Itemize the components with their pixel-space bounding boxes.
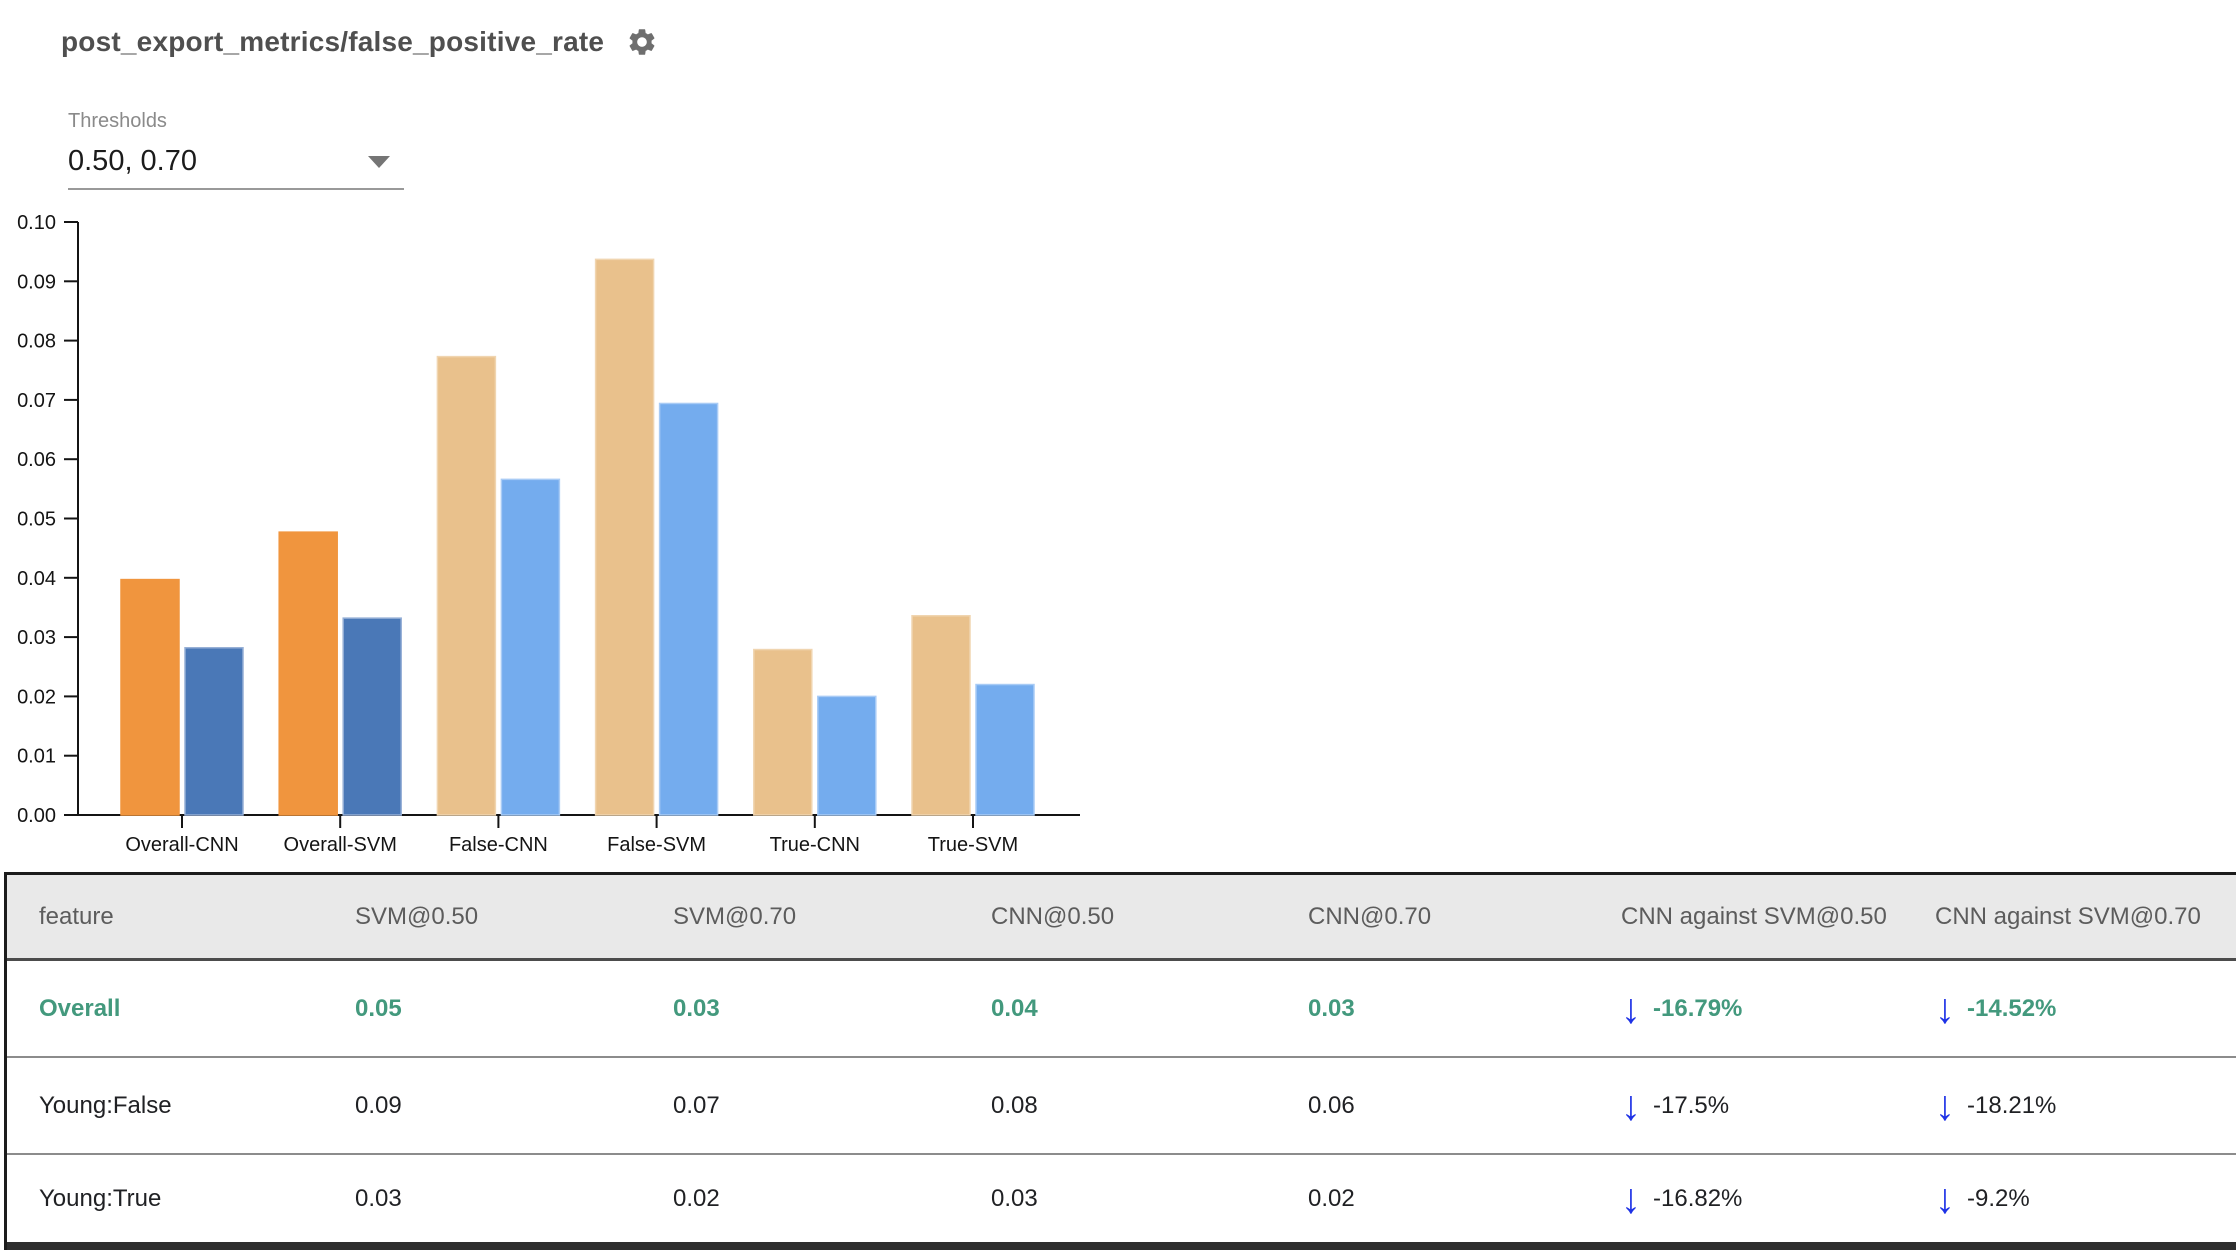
arrow-down-icon: ↓ bbox=[1935, 1082, 1955, 1129]
x-axis-category-label: True-SVM bbox=[928, 834, 1018, 856]
comparison-cell: ↓ -16.79% bbox=[1621, 985, 1935, 1032]
bar-Overall-SVM-threshold-0.70[interactable] bbox=[342, 617, 402, 816]
bar-True-CNN-threshold-0.70[interactable] bbox=[817, 695, 877, 816]
x-axis-category-label: True-CNN bbox=[770, 834, 860, 856]
feature-cell: Young:True bbox=[39, 1184, 162, 1212]
feature-cell: Young:False bbox=[39, 1091, 172, 1119]
x-axis-category-label: Overall-CNN bbox=[125, 834, 238, 856]
y-axis-tick-label: 0.03 bbox=[17, 627, 56, 649]
panel-header: post_export_metrics/false_positive_rate bbox=[61, 26, 658, 58]
thresholds-value: 0.50, 0.70 bbox=[68, 145, 197, 177]
y-axis-tick-label: 0.04 bbox=[17, 568, 56, 590]
y-axis-tick-label: 0.08 bbox=[17, 331, 56, 353]
column-header-cnn-0-70: CNN@0.70 bbox=[1308, 902, 1432, 930]
table-header-row: feature SVM@0.50 SVM@0.70 CNN@0.50 CNN@0.70 C… bbox=[7, 875, 2236, 961]
bar-True-SVM-threshold-0.70[interactable] bbox=[975, 683, 1035, 816]
bar-False-CNN-threshold-0.50[interactable] bbox=[436, 355, 497, 816]
bar-Overall-SVM-threshold-0.50[interactable] bbox=[278, 531, 338, 816]
feature-cell: Overall bbox=[39, 994, 121, 1022]
column-header-feature: feature bbox=[39, 902, 114, 930]
chevron-down-icon bbox=[368, 155, 390, 168]
bar-True-SVM-threshold-0.50[interactable] bbox=[911, 615, 971, 816]
comparison-cell: ↓ -14.52% bbox=[1935, 985, 2236, 1032]
comparison-percent: -18.21% bbox=[1967, 1091, 2057, 1119]
metric-value-cell: 0.02 bbox=[673, 1184, 720, 1212]
comparison-percent: -16.79% bbox=[1653, 994, 1743, 1022]
bar-chart: 0.00 0.01 0.02 0.03 0.04 0.05 0.06 0.07 0.08 0.09… bbox=[17, 212, 1080, 856]
y-axis-tick-label: 0.05 bbox=[17, 509, 56, 531]
comparison-cell: ↓ -17.5% bbox=[1621, 1082, 1935, 1129]
arrow-down-icon: ↓ bbox=[1935, 985, 1955, 1032]
table-row-young-true[interactable]: Young:True 0.03 0.02 0.03 0.02 ↓ -16.82% ↓ -9.2% bbox=[7, 1155, 2236, 1250]
metric-value-cell: 0.03 bbox=[991, 1184, 1038, 1212]
bar-Overall-CNN-threshold-0.50[interactable] bbox=[120, 578, 180, 816]
column-header-cnn-against-svm-0-70: CNN against SVM@0.70 bbox=[1935, 902, 2201, 930]
metric-value-cell: 0.09 bbox=[355, 1091, 402, 1119]
y-axis-tick-label: 0.01 bbox=[17, 746, 56, 768]
page-title: post_export_metrics/false_positive_rate bbox=[61, 26, 605, 57]
metric-value-cell: 0.06 bbox=[1308, 1091, 1355, 1119]
comparison-cell: ↓ -16.82% bbox=[1621, 1175, 1935, 1222]
comparison-cell: ↓ -18.21% bbox=[1935, 1082, 2236, 1129]
comparison-cell: ↓ -9.2% bbox=[1935, 1175, 2236, 1222]
column-header-cnn-against-svm-0-50: CNN against SVM@0.50 bbox=[1621, 902, 1887, 930]
x-axis-category-label: False-CNN bbox=[449, 834, 548, 856]
arrow-down-icon: ↓ bbox=[1935, 1175, 1955, 1222]
thresholds-select[interactable]: Thresholds 0.50, 0.70 bbox=[68, 110, 404, 190]
comparison-percent: -17.5% bbox=[1653, 1091, 1730, 1119]
comparison-percent: -16.82% bbox=[1653, 1184, 1743, 1212]
metric-value-cell: 0.03 bbox=[355, 1184, 402, 1212]
arrow-down-icon: ↓ bbox=[1621, 1082, 1641, 1129]
y-axis-tick-label: 0.10 bbox=[17, 212, 56, 234]
metric-value-cell: 0.02 bbox=[1308, 1184, 1355, 1212]
metric-value-cell: 0.03 bbox=[1308, 994, 1355, 1022]
y-axis-tick-label: 0.02 bbox=[17, 686, 56, 708]
y-axis-tick-label: 0.00 bbox=[17, 805, 56, 827]
bar-False-SVM-threshold-0.70[interactable] bbox=[658, 402, 719, 816]
bar-False-SVM-threshold-0.50[interactable] bbox=[594, 258, 655, 816]
bar-True-CNN-threshold-0.50[interactable] bbox=[753, 648, 813, 816]
y-axis-tick-label: 0.06 bbox=[17, 449, 56, 471]
column-header-svm-0-50: SVM@0.50 bbox=[355, 902, 479, 930]
y-axis-tick-label: 0.07 bbox=[17, 390, 56, 412]
table-row-young-false[interactable]: Young:False 0.09 0.07 0.08 0.06 ↓ -17.5% ↓ -18.2… bbox=[7, 1058, 2236, 1155]
x-axis-category-label: False-SVM bbox=[607, 834, 706, 856]
thresholds-label: Thresholds bbox=[68, 110, 167, 132]
bar-Overall-CNN-threshold-0.70[interactable] bbox=[184, 647, 244, 816]
comparison-percent: -9.2% bbox=[1967, 1184, 2030, 1212]
gear-icon[interactable] bbox=[626, 26, 658, 58]
bar-False-CNN-threshold-0.70[interactable] bbox=[500, 478, 561, 816]
metric-value-cell: 0.05 bbox=[355, 994, 402, 1022]
column-header-cnn-0-50: CNN@0.50 bbox=[991, 902, 1115, 930]
arrow-down-icon: ↓ bbox=[1621, 985, 1641, 1032]
metric-value-cell: 0.04 bbox=[991, 994, 1038, 1022]
column-header-svm-0-70: SVM@0.70 bbox=[673, 902, 797, 930]
x-axis-category-label: Overall-SVM bbox=[284, 834, 397, 856]
metrics-table: feature SVM@0.50 SVM@0.70 CNN@0.50 CNN@0.70 C… bbox=[4, 872, 2236, 1250]
metric-value-cell: 0.07 bbox=[673, 1091, 720, 1119]
y-axis-tick-label: 0.09 bbox=[17, 271, 56, 293]
comparison-percent: -14.52% bbox=[1967, 994, 2057, 1022]
arrow-down-icon: ↓ bbox=[1621, 1175, 1641, 1222]
metric-value-cell: 0.03 bbox=[673, 994, 720, 1022]
metric-value-cell: 0.08 bbox=[991, 1091, 1038, 1119]
table-row-overall[interactable]: Overall 0.05 0.03 0.04 0.03 ↓ -16.79% ↓ -14.52% bbox=[7, 961, 2236, 1058]
